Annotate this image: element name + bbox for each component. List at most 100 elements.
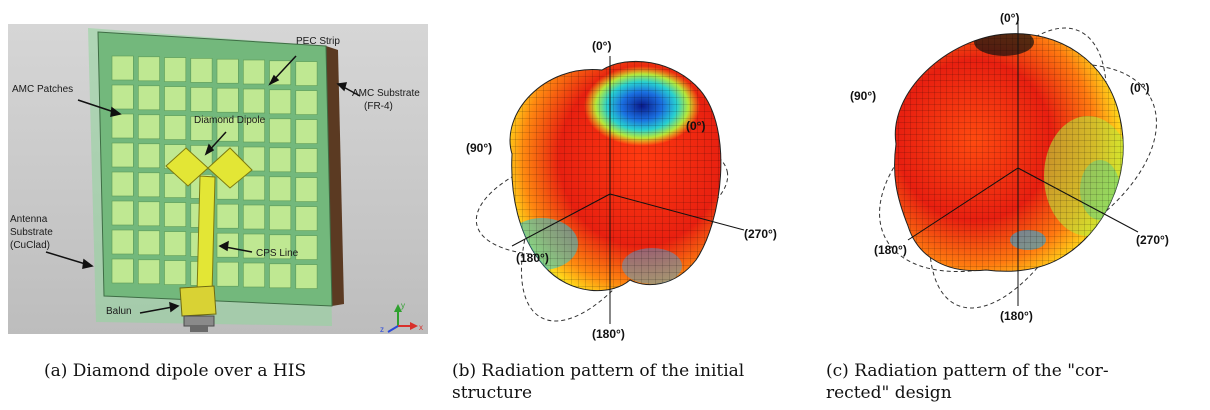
amc-patch (295, 119, 318, 144)
amc-patch (243, 262, 265, 288)
label-pec-strip: PEC Strip (296, 36, 340, 47)
amc-patch (269, 176, 292, 202)
caption-a: (a) Diamond dipole over a HIS (44, 360, 424, 382)
axis-x-label: x (419, 323, 423, 332)
amc-patch (164, 57, 187, 82)
caption-c-line2: rected" design (826, 383, 952, 403)
angle-label-right-upper-c: (0°) (1130, 81, 1149, 95)
amc-patch (138, 56, 160, 82)
angle-label-bottom-c: (180°) (1000, 309, 1033, 323)
amc-patch (243, 146, 265, 172)
amc-patch (111, 258, 134, 284)
amc-patch (138, 201, 160, 227)
amc-patch (295, 61, 318, 86)
cut-ellipse-horizontal-c (879, 63, 1157, 273)
amc-patch (164, 202, 187, 227)
amc-patch (111, 55, 134, 81)
amc-patch (243, 204, 265, 230)
figure-c-radiation-pattern: (0°) (90°) (0°) (270°) (180°) (180°) (838, 8, 1208, 338)
amc-patch (138, 259, 160, 285)
label-antenna-substrate-material: (CuClad) (10, 240, 50, 251)
caption-c-line1: (c) Radiation pattern of the "cor- (826, 361, 1109, 381)
axis-triad: y x z (380, 301, 423, 334)
amc-patch (295, 148, 318, 173)
caption-c: (c) Radiation pattern of the "cor- recte… (826, 360, 1210, 404)
connector-pin (190, 326, 208, 332)
amc-patch (295, 235, 318, 260)
label-cps-line: CPS Line (256, 248, 299, 259)
label-antenna-substrate: Antenna (10, 214, 48, 225)
connector (183, 315, 215, 327)
amc-patch (138, 172, 160, 198)
angle-label-lower-left-c: (180°) (874, 243, 907, 257)
label-diamond-dipole: Diamond Dipole (194, 115, 266, 126)
amc-patch (111, 229, 134, 255)
angle-label-right-c: (270°) (1136, 233, 1169, 247)
axis-horizontal-left (511, 193, 611, 247)
caption-b: (b) Radiation pattern of the initial str… (452, 360, 836, 404)
amc-patch (269, 234, 292, 260)
amc-patch (111, 113, 134, 139)
model-canvas: PEC Strip AMC Patches AMC Substrate (FR-… (8, 24, 428, 334)
amc-patch (190, 58, 213, 83)
amc-patch (216, 87, 239, 113)
amc-patch (269, 147, 292, 173)
dipole-arm-right (207, 147, 253, 189)
label-antenna-substrate-2: Substrate (10, 227, 53, 238)
angle-label-top: (0°) (592, 39, 611, 53)
amc-patch (164, 231, 187, 256)
amc-patch (111, 84, 134, 110)
amc-patch (111, 142, 134, 168)
amc-patch (138, 114, 160, 140)
amc-patch (243, 117, 265, 143)
angle-label-left-c: (90°) (850, 89, 876, 103)
cps-line (196, 175, 216, 295)
figure-b-radiation-pattern: (0°) (90°) (0°) (270°) (180°) (180°) (452, 34, 792, 344)
angle-label-left: (90°) (466, 141, 492, 155)
amc-patch (164, 86, 187, 111)
figure-a-model: PEC Strip AMC Patches AMC Substrate (FR-… (8, 24, 428, 334)
label-amc-substrate-material: (FR-4) (364, 101, 393, 112)
label-balun: Balun (106, 306, 132, 317)
angle-label-lower-left: (180°) (516, 251, 549, 265)
amc-patch (138, 230, 160, 256)
amc-patch (111, 200, 134, 226)
angle-label-right-upper: (0°) (686, 119, 705, 133)
angle-label-right: (270°) (744, 227, 777, 241)
axis-z-label: z (380, 325, 384, 334)
axis-horizontal-right (609, 193, 745, 231)
amc-patch (243, 59, 265, 85)
amc-patch (295, 264, 318, 289)
pattern-b-canvas: (0°) (90°) (0°) (270°) (180°) (180°) (466, 39, 777, 341)
balun (179, 285, 217, 317)
amc-patch (216, 203, 239, 229)
label-amc-substrate: AMC Substrate (352, 88, 420, 99)
amc-patch (269, 263, 292, 289)
amc-patch (164, 260, 187, 285)
amc-patch (216, 58, 239, 84)
amc-patch (295, 177, 318, 202)
amc-patch (190, 87, 213, 112)
amc-patch (164, 115, 187, 140)
amc-patch (243, 175, 265, 201)
amc-patch (138, 143, 160, 169)
angle-label-top-c: (0°) (1000, 11, 1019, 25)
amc-patch (243, 88, 265, 114)
caption-b-line2: structure (452, 383, 533, 403)
axis-horizontal-left-c (907, 167, 1019, 241)
label-amc-patches: AMC Patches (12, 84, 73, 95)
axis-y-label: y (401, 301, 405, 310)
amc-patch (269, 118, 292, 144)
pattern-c-canvas: (0°) (90°) (0°) (270°) (180°) (180°) (850, 11, 1169, 323)
caption-a-text: (a) Diamond dipole over a HIS (44, 361, 307, 381)
amc-patch (295, 90, 318, 115)
amc-patch (295, 206, 318, 231)
angle-label-bottom: (180°) (592, 327, 625, 341)
amc-patch (216, 261, 239, 287)
amc-patch (111, 171, 134, 197)
amc-patch (269, 89, 292, 115)
amc-patch (269, 205, 292, 231)
caption-b-line1: (b) Radiation pattern of the initial (452, 361, 745, 381)
amc-patch (138, 85, 160, 111)
axis-horizontal-right-c (1017, 167, 1139, 233)
